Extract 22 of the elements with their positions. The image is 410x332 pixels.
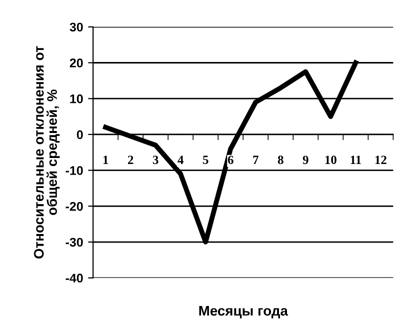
x-tick-label: 6 xyxy=(228,156,234,164)
x-tick-label: 8 xyxy=(278,156,284,164)
y-tick-label: 10 xyxy=(70,94,83,104)
x-tick-label: 10 xyxy=(325,156,336,164)
x-tick-label: 3 xyxy=(152,156,158,164)
x-tick-label: 1 xyxy=(103,156,108,164)
x-axis-title: Месяцы года xyxy=(199,306,288,318)
y-tick-label: 20 xyxy=(70,58,83,68)
y-tick-label: -10 xyxy=(66,166,83,175)
x-tick-label: 12 xyxy=(375,156,386,164)
x-tick-label: 2 xyxy=(128,156,134,164)
y-tick-label: 30 xyxy=(70,22,83,32)
y-tick-label: -40 xyxy=(66,274,83,283)
x-tick-label: 11 xyxy=(350,156,361,164)
y-axis-title: Относительные отклонения от общей средней, % xyxy=(34,46,60,259)
x-tick-label: 7 xyxy=(253,156,258,164)
x-tick-label: 9 xyxy=(302,156,308,164)
y-tick-label: -30 xyxy=(66,238,83,247)
y-tick-label: -20 xyxy=(66,202,83,211)
y-tick-label: 0 xyxy=(76,130,83,140)
x-tick-label: 5 xyxy=(202,156,208,164)
x-tick-label: 4 xyxy=(178,156,184,164)
